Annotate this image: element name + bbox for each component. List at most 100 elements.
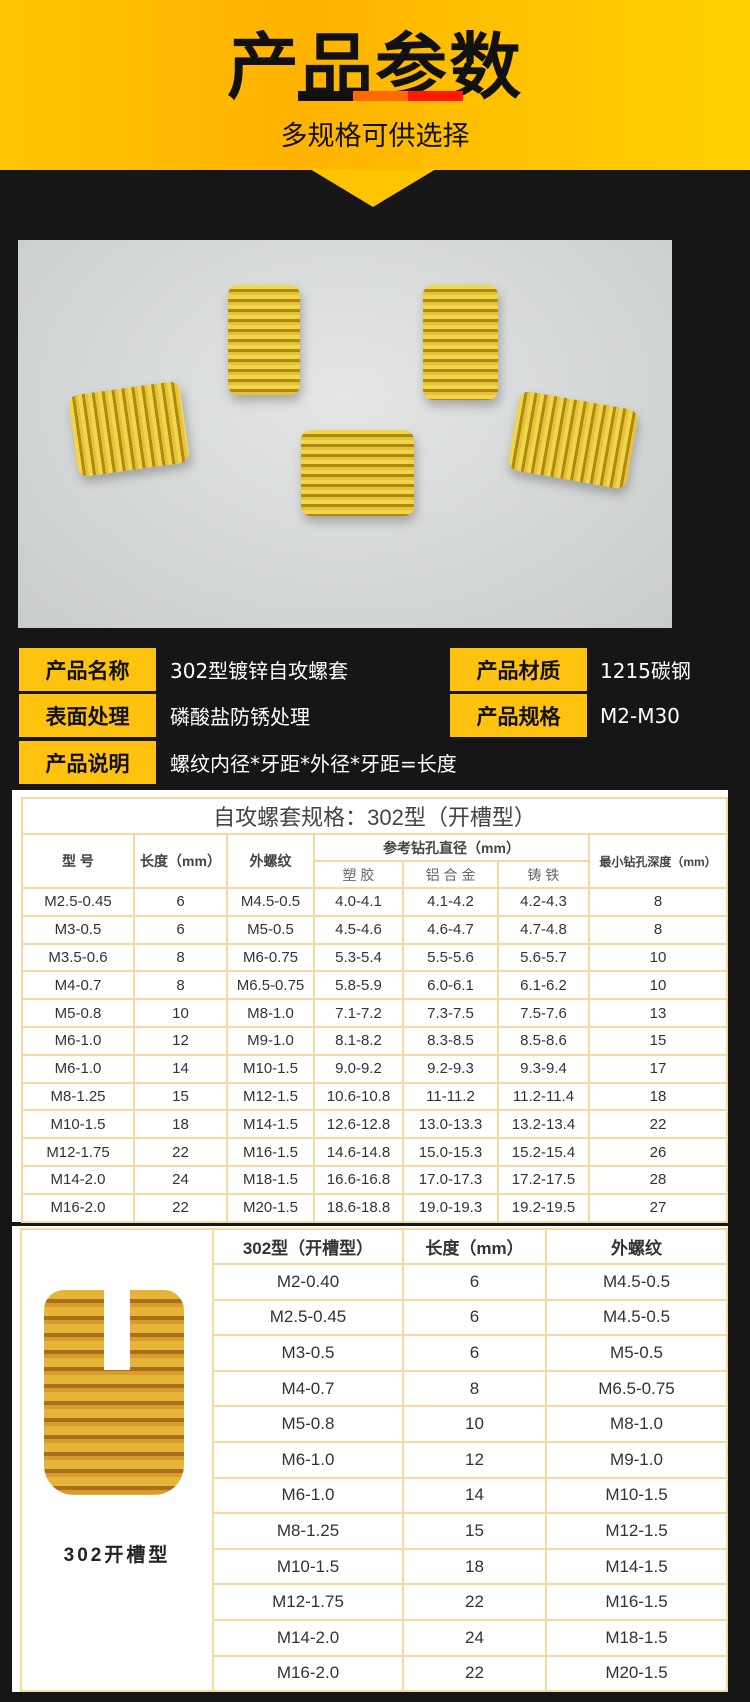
table-cell: M18-1.5 [226, 1164, 315, 1195]
table-cell: M4.5-0.5 [545, 1263, 728, 1301]
page-subtitle: 多规格可供选择 [280, 121, 470, 152]
banner-arrow [310, 169, 436, 207]
table-cell: 8 [133, 970, 228, 1001]
table-cell: M5-0.5 [545, 1334, 728, 1372]
info-label: 产品说明 [19, 741, 156, 784]
table-cell: M3-0.5 [21, 914, 135, 945]
table-cell: M4.5-0.5 [226, 887, 315, 917]
table-cell: 24 [402, 1618, 547, 1657]
table-cell: 5.6-5.7 [497, 942, 590, 973]
table-cell: M20-1.5 [226, 1192, 315, 1223]
table-cell: M10-1.5 [21, 1109, 135, 1140]
table-cell: 4.5-4.6 [313, 914, 404, 945]
table-cell: M5-0.8 [21, 998, 135, 1028]
table-cell: 4.2-4.3 [497, 887, 590, 917]
insert-image [228, 285, 300, 395]
table-cell: 15.0-15.3 [402, 1137, 499, 1167]
table-cell: 8.3-8.5 [402, 1025, 499, 1056]
info-value: 磷酸盐防锈处理 [170, 705, 310, 729]
table-cell: 8 [133, 942, 228, 973]
table-cell: 8.1-8.2 [313, 1025, 404, 1056]
table-cell: M6-1.0 [21, 1053, 135, 1084]
table-cell: M4-0.7 [212, 1369, 404, 1408]
col-plastic: 塑 胶 [313, 860, 404, 889]
table-cell: 6.0-6.1 [402, 970, 499, 1001]
table-cell: M5-0.5 [226, 914, 315, 945]
info-label: 产品规格 [450, 694, 587, 737]
image-caption: 302开槽型 [63, 1545, 171, 1566]
table-cell: 22 [402, 1583, 547, 1621]
col-iron: 铸 铁 [497, 860, 590, 889]
table-cell: M4.5-0.5 [545, 1298, 728, 1337]
table-cell: 7.5-7.6 [497, 998, 590, 1028]
table-row: M2-0.40 6 M4.5-0.5 [21, 1263, 728, 1301]
insert-image [67, 380, 191, 478]
table-cell: 13 [588, 998, 728, 1028]
col-thread: 外螺纹 [545, 1228, 728, 1265]
table-cell: M12-1.5 [226, 1081, 315, 1112]
table-cell: 9.3-9.4 [497, 1053, 590, 1084]
table-cell: 4.7-4.8 [497, 914, 590, 945]
table-cell: M6.5-0.75 [226, 970, 315, 1001]
table-cell: M14-2.0 [212, 1618, 404, 1657]
table-cell: 15.2-15.4 [497, 1137, 590, 1167]
table-cell: M2.5-0.45 [21, 887, 135, 917]
table-cell: 4.1-4.2 [402, 887, 499, 917]
table-cell: 17 [588, 1053, 728, 1084]
table-row: M10-1.5 18 M14-1.5 [21, 1547, 728, 1586]
col-type: 302型（开槽型） [212, 1228, 404, 1265]
table-cell: M6-1.0 [21, 1025, 135, 1056]
table-row: M14-2.0 24 M18-1.5 [21, 1618, 728, 1657]
spec-table: 自攻螺套规格：302型（开槽型） 型 号 长度（mm） 外螺纹 参考钻孔直径（m… [21, 797, 728, 1223]
table-cell: M9-1.0 [226, 1025, 315, 1056]
table-cell: 11-11.2 [402, 1081, 499, 1112]
table-row: M10-1.5 18 M14-1.5 12.6-12.8 13.0-13.3 13.2-1… [21, 1109, 728, 1140]
table-cell: M6-1.0 [212, 1476, 404, 1515]
table-cell: 14 [402, 1476, 547, 1515]
color-bar [298, 91, 463, 101]
table-cell: M3-0.5 [212, 1334, 404, 1372]
table-cell: 17.2-17.5 [497, 1164, 590, 1195]
table-cell: M6.5-0.75 [545, 1369, 728, 1408]
insert-image [506, 390, 640, 490]
table-cell: 28 [588, 1164, 728, 1195]
table-cell: 22 [133, 1192, 228, 1223]
table-row: M3-0.5 6 M5-0.5 [21, 1334, 728, 1372]
table-cell: 8.5-8.6 [497, 1025, 590, 1056]
table-cell: 14.6-14.8 [313, 1137, 404, 1167]
table-cell: 27 [588, 1192, 728, 1223]
table-cell: 6 [133, 887, 228, 917]
table-cell: 10.6-10.8 [313, 1081, 404, 1112]
table-row: M5-0.8 10 M8-1.0 [21, 1405, 728, 1443]
header-banner [0, 0, 750, 170]
col-drill: 参考钻孔直径（mm） [313, 833, 590, 862]
table-cell: 7.1-7.2 [313, 998, 404, 1028]
table-cell: 19.2-19.5 [497, 1192, 590, 1223]
info-value: 302型镀锌自攻螺套 [170, 659, 349, 683]
table-cell: 22 [588, 1109, 728, 1140]
table-cell: 6 [133, 914, 228, 945]
table-cell: 7.3-7.5 [402, 998, 499, 1028]
table-row: M6-1.0 14 M10-1.5 [21, 1476, 728, 1515]
table-cell: M16-2.0 [21, 1192, 135, 1223]
table-cell: 4.6-4.7 [402, 914, 499, 945]
table-row: M6-1.0 12 M9-1.0 8.1-8.2 8.3-8.5 8.5-8.6 15 [21, 1025, 728, 1056]
table-cell: M12-1.75 [212, 1583, 404, 1621]
table-cell: 13.0-13.3 [402, 1109, 499, 1140]
table-cell: 22 [402, 1654, 547, 1693]
col-depth: 最小钻孔深度（mm） [588, 833, 728, 889]
table-cell: M10-1.5 [545, 1476, 728, 1515]
table-cell: M8-1.25 [212, 1512, 404, 1550]
product-photo [18, 240, 672, 628]
table-cell: M8-1.0 [226, 998, 315, 1028]
table-cell: 12.6-12.8 [313, 1109, 404, 1140]
table-cell: 26 [588, 1137, 728, 1167]
table-cell: 10 [588, 970, 728, 1001]
table-row: M2.5-0.45 6 M4.5-0.5 [21, 1298, 728, 1337]
table-cell: 16.6-16.8 [313, 1164, 404, 1195]
table-row: M6-1.0 12 M9-1.0 [21, 1440, 728, 1479]
table-cell: 4.0-4.1 [313, 887, 404, 917]
table-cell: 6 [402, 1263, 547, 1301]
table-cell: 6 [402, 1298, 547, 1337]
table-cell: M12-1.75 [21, 1137, 135, 1167]
